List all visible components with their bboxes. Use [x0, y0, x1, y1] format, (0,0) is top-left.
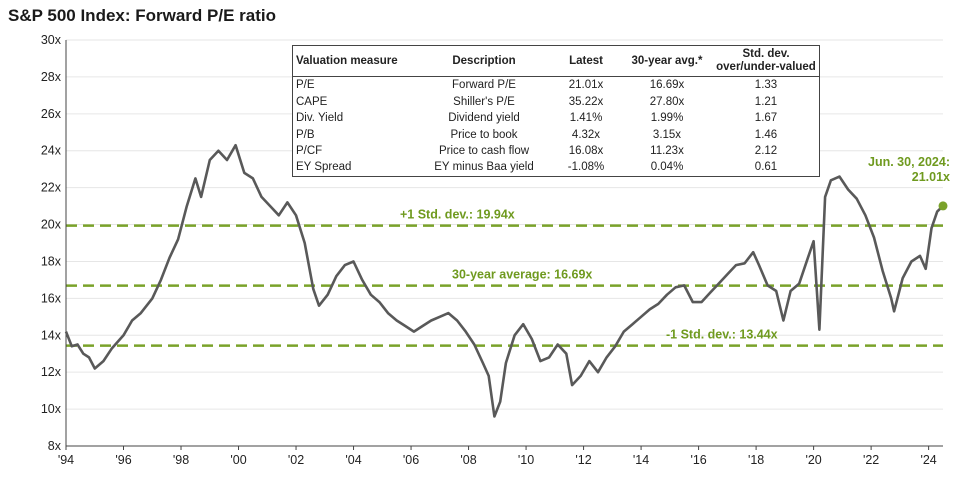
x-tick-label: '06 — [403, 453, 419, 467]
latest-label-value: 21.01x — [912, 170, 950, 184]
cell-latest: 1.41% — [569, 112, 603, 125]
x-tick-label: '14 — [633, 453, 649, 467]
cell-description: Dividend yield — [448, 112, 520, 125]
x-tick-label: '22 — [863, 453, 879, 467]
cell-latest: 35.22x — [568, 95, 604, 108]
x-tick-label: '04 — [345, 453, 361, 467]
cell-std-dev: 1.67 — [754, 112, 778, 125]
series-layer — [64, 143, 948, 418]
x-tick-label: '94 — [58, 453, 74, 467]
x-tick-label: '08 — [460, 453, 476, 467]
cell-std-dev: 2.12 — [754, 144, 778, 157]
table-row: CAPE Shiller's P/E 35.22x 27.80x 1.21 — [293, 94, 820, 110]
cell-latest: 4.32x — [571, 128, 601, 141]
y-tick-label: 10x — [41, 402, 62, 416]
cell-std-dev: 1.33 — [754, 79, 778, 92]
x-tick-label: '24 — [920, 453, 936, 467]
cell-std-dev: 0.61 — [754, 161, 778, 174]
x-tick-label: '98 — [173, 453, 189, 467]
y-tick-label: 30x — [41, 33, 62, 47]
y-tick-label: 12x — [41, 365, 62, 379]
cell-measure: P/B — [296, 128, 315, 141]
cell-average: 27.80x — [649, 95, 685, 108]
y-tick-label: 20x — [41, 218, 62, 232]
header-valuation-measure: Valuation measure — [292, 45, 417, 78]
header-description: Description — [417, 45, 551, 78]
cell-description: Shiller's P/E — [453, 95, 515, 108]
cell-measure: EY Spread — [296, 161, 352, 174]
cell-average: 16.69x — [649, 79, 685, 92]
y-tick-label: 22x — [41, 181, 62, 195]
cell-measure: CAPE — [296, 95, 328, 108]
table-row: EY Spread EY minus Baa yield -1.08% 0.04… — [293, 159, 820, 176]
reference-line-label: +1 Std. dev.: 19.94x — [400, 208, 515, 222]
y-tick-label: 24x — [41, 144, 62, 158]
annotation-labels: +1 Std. dev.: 19.94x 30-year average: 16.… — [400, 155, 950, 342]
cell-measure: P/E — [296, 79, 315, 92]
cell-average: 3.15x — [652, 128, 682, 141]
y-tick-label: 18x — [41, 254, 62, 268]
cell-description: EY minus Baa yield — [434, 161, 534, 174]
cell-measure: Div. Yield — [296, 112, 344, 125]
y-tick-label: 16x — [41, 291, 62, 305]
cell-average: 1.99% — [650, 112, 684, 125]
cell-std-dev: 1.46 — [754, 128, 778, 141]
latest-point — [938, 201, 948, 211]
x-tick-label: '10 — [518, 453, 534, 467]
x-tick-label: '02 — [288, 453, 304, 467]
header-std-dev: Std. dev. over/under-valued — [713, 45, 820, 78]
cell-latest: -1.08% — [567, 161, 605, 174]
reference-lines — [66, 224, 943, 347]
cell-measure: P/CF — [296, 144, 323, 157]
cell-description: Price to book — [450, 128, 518, 141]
x-tick-label: '12 — [575, 453, 591, 467]
cell-description: Forward P/E — [452, 79, 516, 92]
table-row: P/E Forward P/E 21.01x 16.69x 1.33 — [293, 77, 820, 94]
x-tick-label: '18 — [748, 453, 764, 467]
reference-line-label: 30-year average: 16.69x — [452, 268, 592, 282]
table-row: Div. Yield Dividend yield 1.41% 1.99% 1.… — [293, 110, 820, 126]
header-latest: Latest — [551, 45, 621, 78]
y-tick-label: 8x — [48, 439, 62, 453]
series-line-forward-pe — [64, 143, 944, 418]
cell-std-dev: 1.21 — [754, 95, 778, 108]
header-30yr-avg: 30-year avg.* — [621, 45, 713, 78]
table-row: P/B Price to book 4.32x 3.15x 1.46 — [293, 127, 820, 143]
y-tick-label: 14x — [41, 328, 62, 342]
cell-latest: 16.08x — [568, 144, 604, 157]
x-tick-label: '96 — [115, 453, 131, 467]
cell-latest: 21.01x — [568, 79, 604, 92]
cell-average: 11.23x — [650, 144, 684, 157]
cell-description: Price to cash flow — [438, 144, 530, 157]
y-tick-label: 28x — [41, 70, 62, 84]
chart-title: S&P 500 Index: Forward P/E ratio — [8, 6, 276, 25]
cell-average: 0.04% — [650, 161, 684, 174]
y-tick-label: 26x — [41, 107, 62, 121]
x-tick-label: '00 — [230, 453, 246, 467]
table-row: P/CF Price to cash flow 16.08x 11.23x 2.… — [293, 143, 820, 159]
x-tick-label: '16 — [690, 453, 706, 467]
latest-label-date: Jun. 30, 2024: — [868, 155, 950, 169]
x-tick-label: '20 — [805, 453, 821, 467]
axes: 8x 10x 12x 14x 16x 18x 20x 22x 24x 26x 28x 30x '94 '9… — [41, 33, 943, 467]
reference-line-label: -1 Std. dev.: 13.44x — [666, 328, 778, 342]
valuation-table: Valuation measure Description Latest 30-… — [292, 45, 820, 177]
valuation-table-header: Valuation measure Description Latest 30-… — [292, 45, 820, 78]
